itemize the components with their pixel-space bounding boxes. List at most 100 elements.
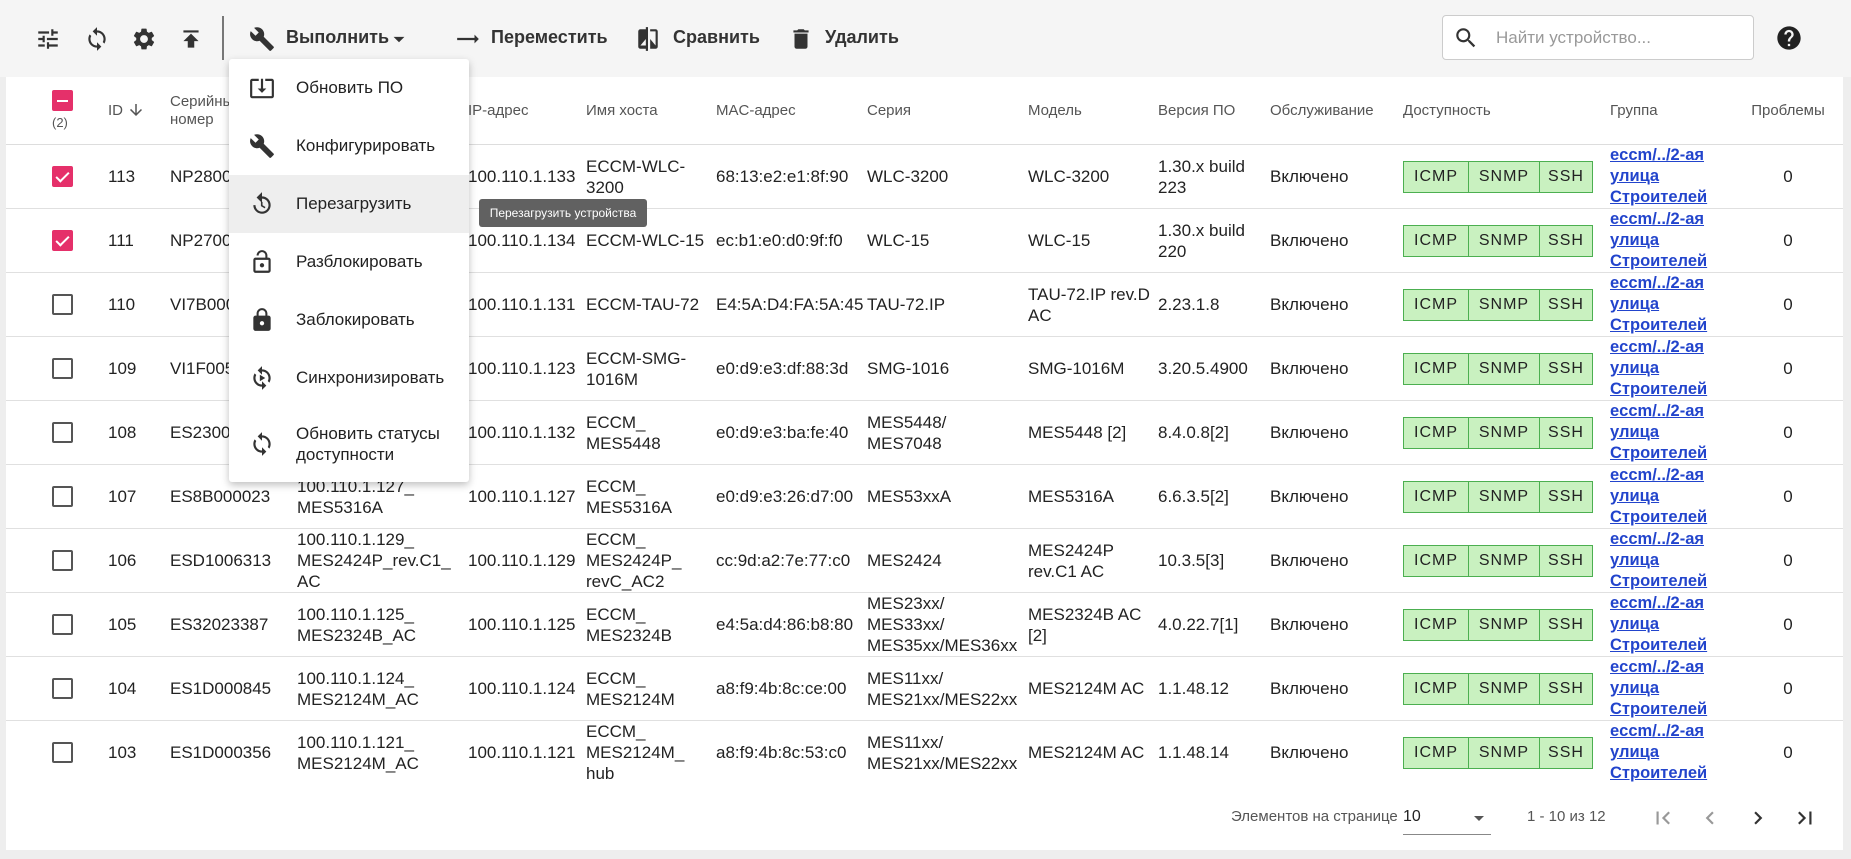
cell-text: 0 [1783, 359, 1793, 378]
execute-button[interactable]: Выполнить [286, 27, 390, 47]
group-link[interactable]: eccm/../2-ая улица Строителей [1610, 210, 1708, 270]
compare-icon [638, 27, 658, 51]
row-checkbox[interactable] [52, 614, 73, 635]
device-row[interactable]: 103 ES1D000356 100.110.1.121_ MES2124M_AC 1… [6, 720, 1843, 785]
prev-page[interactable] [1697, 805, 1723, 831]
menu-item[interactable]: Разблокировать [229, 233, 469, 291]
cell-text: 1.30.x build 220 [1158, 220, 1245, 261]
cell-service: Включено [1262, 464, 1395, 529]
availability-badges: ICMP SNMP SSH [1403, 480, 1602, 513]
device-row[interactable]: 105 ES32023387 100.110.1.125_ MES2324B_AC 1… [6, 592, 1843, 657]
cell-firmware: 6.6.3.5[2] [1150, 464, 1262, 529]
cell-series: MES23xx/ MES33xx/ MES35xx/MES36xx [859, 592, 1020, 657]
cell-host: ECCM_ MES2324B [578, 592, 708, 657]
row-checkbox[interactable] [52, 358, 73, 379]
cell-text: 1.1.48.12 [1158, 679, 1229, 698]
menu-item[interactable]: Обновить статусы доступности [229, 407, 469, 482]
select-cell [6, 336, 100, 401]
filter-button[interactable] [35, 26, 61, 52]
cell-text: e0:d9:e3:26:d7:00 [716, 487, 854, 506]
cell-mac: e0:d9:e3:ba:fe:40 [708, 400, 859, 465]
group-link[interactable]: eccm/../2-ая улица Строителей [1610, 146, 1708, 206]
compare-button[interactable]: Сравнить [673, 27, 760, 47]
settings-button[interactable] [131, 26, 157, 52]
row-checkbox[interactable] [52, 294, 73, 315]
next-page[interactable] [1745, 805, 1771, 831]
device-row[interactable]: 107 ES8B000023 100.110.1.127_ MES5316A 100.… [6, 464, 1843, 529]
menu-item[interactable]: Обновить ПО [229, 59, 469, 117]
group-link[interactable]: eccm/../2-ая улица Строителей [1610, 722, 1708, 782]
sort-icon [130, 104, 142, 116]
select-all-checkbox[interactable] [52, 89, 73, 111]
group-link[interactable]: eccm/../2-ая улица Строителей [1610, 466, 1708, 526]
move-button[interactable]: Переместить [491, 27, 608, 47]
column-header[interactable]: Имя хоста [578, 77, 708, 145]
cell-problems: 0 [1733, 464, 1843, 529]
menu-icon [253, 250, 271, 273]
search-field[interactable]: Найти устройство... [1442, 15, 1754, 60]
availability-badge: SSH [1540, 160, 1593, 193]
cell-availability: ICMP SNMP SSH [1395, 464, 1602, 529]
execute-dropdown[interactable] [386, 26, 412, 52]
cell-ip: 100.110.1.127 [460, 464, 578, 529]
column-header[interactable]: ID [100, 77, 162, 145]
group-link[interactable]: eccm/../2-ая улица Строителей [1610, 274, 1708, 334]
row-checkbox[interactable] [52, 550, 73, 571]
cell-text: MES11xx/ MES21xx/MES22xx [867, 668, 1018, 709]
help-button[interactable] [1775, 24, 1803, 52]
cell-problems: 0 [1733, 272, 1843, 337]
cell-text: 4.0.22.7[1] [1158, 615, 1239, 634]
column-header[interactable]: Проблемы [1733, 77, 1843, 145]
cell-text: 100.110.1.129 [468, 551, 576, 570]
cell-group: eccm/../2-ая улица Строителей [1602, 208, 1733, 273]
column-header[interactable]: MAC-адрес [708, 77, 859, 145]
page-size-select[interactable]: 10 [1403, 798, 1491, 835]
row-checkbox[interactable] [52, 422, 73, 443]
column-header[interactable]: Серия [859, 77, 1020, 145]
cell-id: 108 [100, 400, 162, 465]
cell-firmware: 1.1.48.14 [1150, 720, 1262, 785]
tooltip: Перезагрузить устройства [479, 199, 647, 227]
refresh-button[interactable] [84, 26, 110, 52]
row-checkbox[interactable] [52, 486, 73, 507]
menu-item[interactable]: Заблокировать [229, 291, 469, 349]
menu-icon [253, 432, 271, 456]
cell-text: ec:b1:e0:d0:9f:f0 [716, 231, 843, 250]
cell-mac: e0:d9:e3:26:d7:00 [708, 464, 859, 529]
cell-name: 100.110.1.121_ MES2124M_AC [289, 720, 460, 785]
row-checkbox[interactable] [52, 742, 73, 763]
availability-badge: SNMP [1469, 736, 1540, 769]
group-link[interactable]: eccm/../2-ая улица Строителей [1610, 338, 1708, 398]
upload-button[interactable] [178, 26, 204, 52]
row-checkbox[interactable] [52, 230, 73, 251]
column-header[interactable]: Доступность [1395, 77, 1602, 145]
column-title: Обслуживание [1270, 101, 1374, 119]
device-row[interactable]: 104 ES1D000845 100.110.1.124_ MES2124M_AC 1… [6, 656, 1843, 721]
group-link[interactable]: eccm/../2-ая улица Строителей [1610, 658, 1708, 718]
column-header[interactable]: IP-адрес [460, 77, 578, 145]
last-page[interactable] [1792, 805, 1818, 831]
cell-text: MES5448/ MES7048 [867, 412, 947, 453]
column-header[interactable]: Обслуживание [1262, 77, 1395, 145]
cell-text: a8:f9:4b:8c:ce:00 [716, 679, 847, 698]
cell-name: 100.110.1.129_ MES2424P_rev.C1_ AC [289, 528, 460, 593]
menu-item[interactable]: Конфигурировать [229, 117, 469, 175]
cell-text: 0 [1783, 167, 1793, 186]
group-link[interactable]: eccm/../2-ая улица Строителей [1610, 530, 1708, 590]
first-page[interactable] [1650, 805, 1676, 831]
menu-item[interactable]: Синхронизировать [229, 349, 469, 407]
row-checkbox[interactable] [52, 678, 73, 699]
row-checkbox[interactable] [52, 166, 73, 187]
delete-button[interactable]: Удалить [825, 27, 899, 47]
cell-text: 100.110.1.133 [468, 167, 576, 186]
group-link[interactable]: eccm/../2-ая улица Строителей [1610, 594, 1708, 654]
device-row[interactable]: 106 ESD1006313 100.110.1.129_ MES2424P_rev… [6, 528, 1843, 593]
menu-item[interactable]: Перезагрузить [229, 175, 469, 233]
group-link[interactable]: eccm/../2-ая улица Строителей [1610, 402, 1708, 462]
column-header[interactable]: Версия ПО [1150, 77, 1262, 145]
cell-text: ES8B000023 [170, 487, 271, 506]
column-header[interactable]: Модель [1020, 77, 1150, 145]
column-header[interactable]: Группа [1602, 77, 1733, 145]
availability-badge: SNMP [1469, 544, 1540, 577]
cell-text: 110 [108, 295, 136, 314]
